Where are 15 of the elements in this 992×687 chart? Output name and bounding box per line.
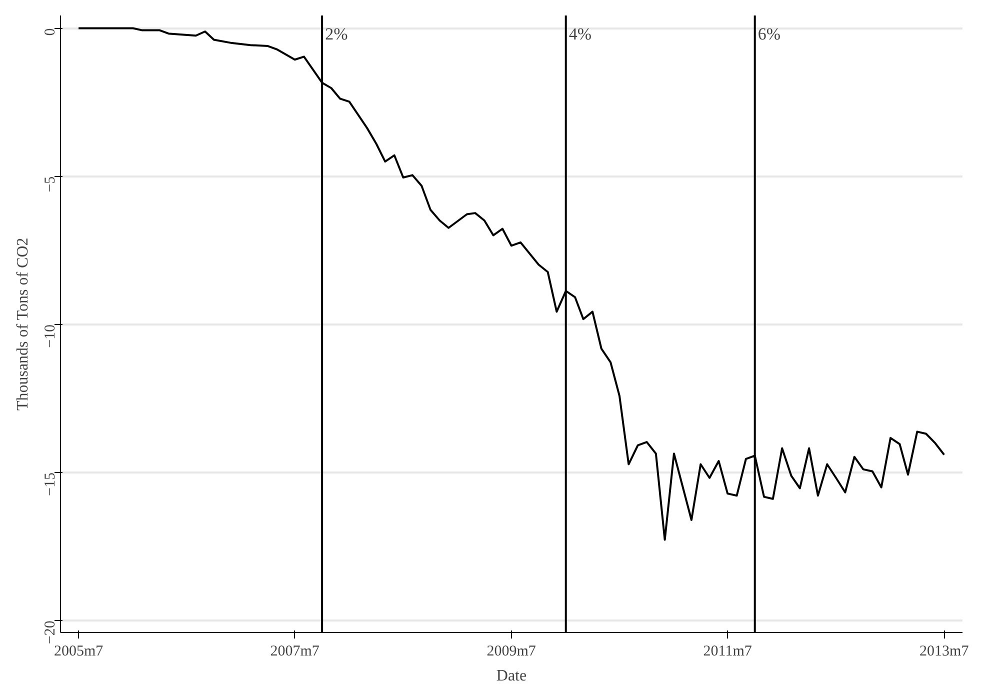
ref-line-label: 6% <box>758 24 781 44</box>
x-tick-label: 2007m7 <box>270 644 320 660</box>
ref-line-label: 4% <box>568 24 592 44</box>
x-tick-label: 2013m7 <box>920 644 970 660</box>
x-tick-label: 2009m7 <box>486 644 536 660</box>
y-axis-title: Thousands of Tons of CO2 <box>14 238 32 411</box>
x-tick-label: 2011m7 <box>703 644 752 660</box>
y-tick-label: −5 <box>42 176 58 192</box>
x-tick-label: 2005m7 <box>54 644 104 660</box>
y-tick-label: −10 <box>42 324 58 348</box>
x-axis-title: Date <box>496 668 527 684</box>
y-tick-label: 0 <box>42 28 58 36</box>
ref-line-label: 2% <box>325 24 348 44</box>
y-tick-label: −20 <box>42 620 58 644</box>
y-tick-label: −15 <box>42 472 58 496</box>
